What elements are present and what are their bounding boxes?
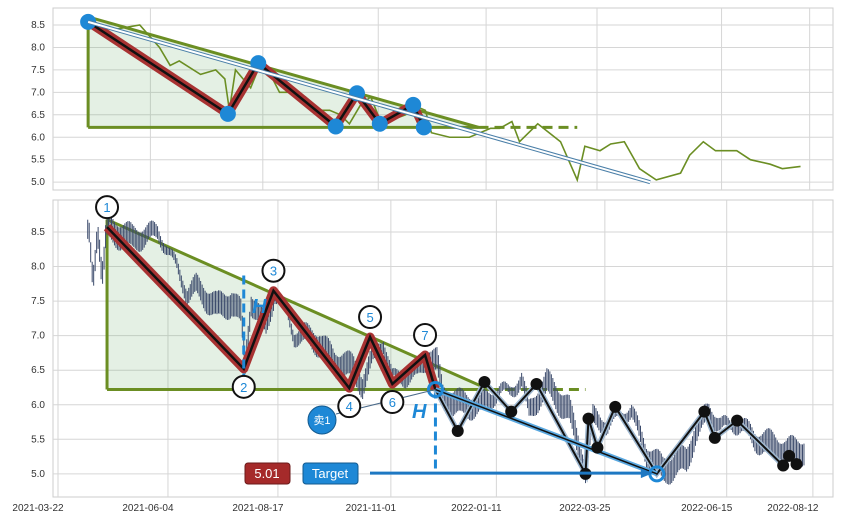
swing-point bbox=[790, 458, 803, 471]
y-tick-label: 7.5 bbox=[31, 296, 45, 307]
pivot-label-circle bbox=[95, 195, 120, 220]
y-tick-label: 8.5 bbox=[31, 20, 45, 31]
swing-point bbox=[698, 405, 711, 418]
top-panel: 5.0 5.5 6.0 6.5 7.0 7.5 8.0 8.5 bbox=[31, 7, 834, 191]
swing-point bbox=[591, 441, 604, 454]
pivot-label: 2 bbox=[240, 380, 247, 395]
y-tick-label: 7.5 bbox=[31, 65, 45, 76]
pivot-label-circle bbox=[413, 322, 438, 347]
x-tick-label: 2022-01-11 bbox=[451, 503, 502, 514]
y-tick-label: 7.0 bbox=[31, 87, 45, 98]
pivot-label-circle bbox=[261, 258, 286, 283]
x-tick-label: 2022-06-15 bbox=[681, 503, 733, 514]
height-label-2: H bbox=[412, 401, 427, 423]
pivot-label: 4 bbox=[346, 399, 353, 414]
target-label: Target bbox=[312, 466, 349, 481]
y-tick-label: 5.5 bbox=[31, 434, 45, 445]
pivot-label: 5 bbox=[366, 310, 373, 325]
pivot-label-circle bbox=[358, 305, 383, 330]
x-tick-label: 2022-03-25 bbox=[559, 503, 611, 514]
y-tick-label: 8.5 bbox=[31, 227, 45, 238]
pivot-marker bbox=[371, 115, 388, 132]
sell-label: 卖1 bbox=[313, 414, 330, 427]
x-tick-label: 2021-08-17 bbox=[232, 503, 284, 514]
price-path bbox=[434, 380, 798, 478]
pivot-marker bbox=[219, 105, 236, 122]
swing-point bbox=[582, 412, 595, 425]
swing-point bbox=[505, 405, 518, 418]
target-label-box: Target bbox=[302, 462, 359, 485]
breakout-point bbox=[426, 381, 444, 399]
x-axis-ticks: 2021-03-22 2021-06-04 2021-08-17 2021-11-01… bbox=[12, 503, 818, 514]
sell-marker: 卖1 bbox=[307, 405, 337, 435]
swing-point bbox=[609, 400, 622, 413]
y-tick-label: 6.0 bbox=[31, 132, 45, 143]
swing-point bbox=[783, 449, 796, 462]
pivot-marker bbox=[405, 96, 422, 113]
y-tick-label: 6.5 bbox=[31, 365, 45, 376]
height-label-1: H bbox=[252, 296, 267, 318]
zigzag-line bbox=[106, 226, 437, 391]
swing-point bbox=[731, 414, 744, 427]
pivot-label: 7 bbox=[421, 328, 428, 343]
pivot-label: 3 bbox=[270, 264, 277, 279]
plot-area bbox=[52, 199, 834, 498]
pivot-marker bbox=[327, 118, 344, 135]
pivot-label: 6 bbox=[389, 395, 396, 410]
x-tick-label: 2021-03-22 bbox=[12, 503, 64, 514]
breakdown-line bbox=[435, 388, 658, 475]
pivot-marker bbox=[415, 119, 432, 136]
target-value-box: 5.01 bbox=[244, 462, 291, 485]
y-tick-label: 5.0 bbox=[31, 469, 45, 480]
bottom-panel: 5.0 5.5 6.0 6.5 7.0 7.5 8.0 8.5 1 2 3 4 5 6 7 bbox=[31, 195, 834, 498]
swing-point bbox=[777, 459, 790, 472]
y-tick-label: 6.5 bbox=[31, 110, 45, 121]
swing-point bbox=[451, 425, 464, 438]
pivot-label-circle bbox=[380, 390, 405, 415]
y-tick-label: 7.0 bbox=[31, 331, 45, 342]
swing-point bbox=[478, 375, 491, 388]
projection-arrow bbox=[87, 20, 651, 184]
swing-point bbox=[708, 431, 721, 444]
y-tick-label: 5.5 bbox=[31, 155, 45, 166]
y-tick-label: 6.0 bbox=[31, 400, 45, 411]
y-tick-label: 5.0 bbox=[31, 177, 45, 188]
y-tick-label: 8.0 bbox=[31, 262, 45, 273]
x-tick-label: 2021-11-01 bbox=[346, 503, 397, 514]
pivot-label-circle bbox=[231, 374, 256, 399]
target-value: 5.01 bbox=[254, 466, 279, 481]
swing-point bbox=[530, 378, 543, 391]
pivot-label: 1 bbox=[103, 200, 110, 215]
target-arrowhead bbox=[640, 468, 653, 479]
x-tick-label: 2022-08-12 bbox=[767, 503, 819, 514]
y-tick-label: 8.0 bbox=[31, 42, 45, 53]
x-tick-label: 2021-06-04 bbox=[122, 503, 174, 514]
pivot-label-circle bbox=[337, 394, 362, 419]
